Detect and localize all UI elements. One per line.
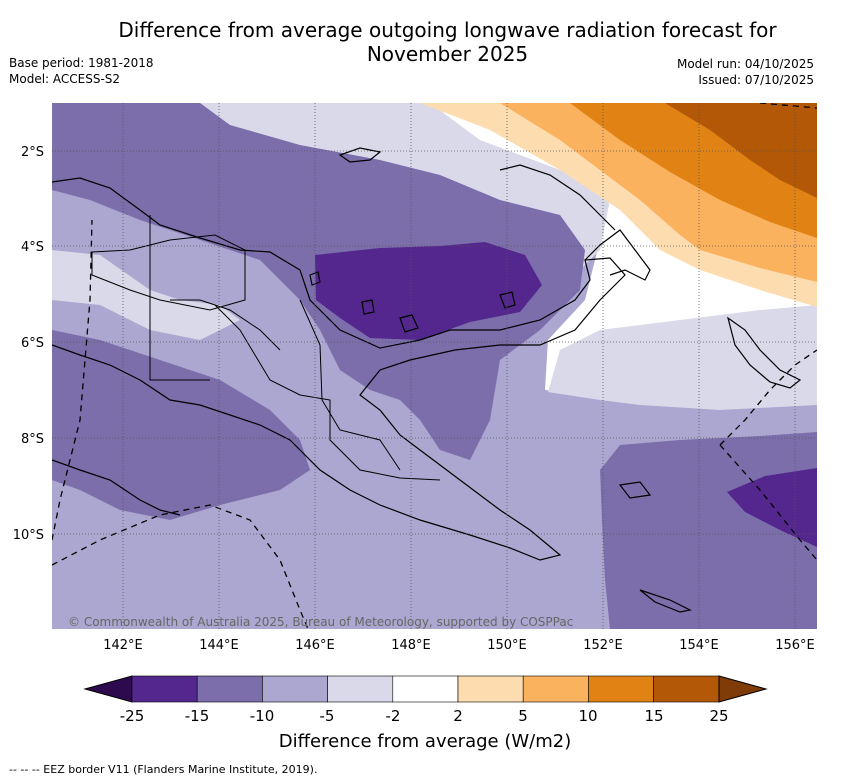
colorbar-swatch (457, 675, 524, 703)
copyright-notice: © Commonwealth of Australia 2025, Bureau… (68, 615, 573, 629)
colorbar-label: 25 (709, 707, 728, 725)
model-run: Model run: 04/10/2025 (676, 57, 814, 71)
south-coast (52, 459, 181, 516)
eez-west (52, 219, 93, 541)
meta-left: Base period: 1981-2018 Model: ACCESS-S2 (9, 55, 154, 87)
eez-footnote: -- -- -- EEZ border V11 (Flanders Marine… (9, 763, 318, 776)
colorbar-label: 5 (518, 707, 528, 725)
province-line-3 (299, 299, 401, 471)
colorbar-swatch (588, 675, 654, 703)
lon-label: 150°E (487, 638, 527, 653)
issued-date: Issued: 07/10/2025 (698, 73, 814, 87)
graticule (52, 103, 817, 629)
map-panel: © Commonwealth of Australia 2025, Bureau… (52, 103, 817, 629)
colorbar-swatch (392, 675, 459, 703)
colorbar-extend-low (83, 675, 133, 703)
coastlines (52, 147, 802, 613)
colorbar-label: -2 (386, 707, 401, 725)
new-ireland-coast (499, 164, 616, 231)
west-border (149, 215, 210, 381)
trobriand-island (618, 481, 652, 499)
lat-label: 4°S (21, 240, 44, 255)
meta-right: Model run: 04/10/2025 Issued: 07/10/2025 (677, 56, 814, 88)
base-period: Base period: 1981-2018 (9, 56, 154, 70)
colorbar-label: -15 (185, 707, 210, 725)
lat-labels: 2°S 4°S 6°S 8°S 10°S (13, 145, 44, 543)
field-dark-purple-southeast (727, 468, 817, 547)
bougainville-coast (727, 316, 802, 389)
colorbar-swatch (653, 675, 720, 703)
colorbar-swatch (327, 675, 394, 703)
eez-east (719, 349, 817, 446)
lon-label: 142°E (103, 638, 143, 653)
offshore-island-1 (309, 271, 321, 286)
lat-label: 2°S (21, 145, 44, 160)
colorbar-extend-high (718, 675, 768, 703)
lon-label: 144°E (199, 638, 239, 653)
field-dark-orange (665, 103, 817, 198)
colorbar-label: 2 (453, 707, 463, 725)
map-title: Difference from average outgoing longwav… (118, 18, 777, 66)
colorbar: -25 -15 -10 -5 -2 2 5 10 15 25 Differenc… (83, 675, 768, 752)
lon-label: 146°E (295, 638, 335, 653)
offshore-island-3 (499, 291, 516, 309)
lat-label: 6°S (21, 336, 44, 351)
eez-borders (52, 103, 817, 629)
lon-label: 156°E (775, 638, 815, 653)
eez-southwest (52, 504, 309, 629)
eez-southeast (719, 444, 817, 561)
colorbar-label: 10 (578, 707, 597, 725)
field-dark-purple-center (315, 242, 542, 340)
new-guinea-coast (52, 177, 626, 561)
offshore-island-4 (361, 299, 375, 315)
model-name: Model: ACCESS-S2 (9, 72, 121, 86)
lon-label: 148°E (391, 638, 431, 653)
colorbar-swatch (522, 675, 589, 703)
colorbar-label: -5 (320, 707, 335, 725)
louisiade-archipelago (639, 589, 692, 613)
colorbar-label: -10 (250, 707, 275, 725)
colorbar-label: 15 (644, 707, 663, 725)
colorbar-label: -25 (120, 707, 145, 725)
province-line-4 (170, 299, 281, 351)
admiralty-islands (338, 147, 382, 163)
lon-labels: 142°E 144°E 146°E 148°E 150°E 152°E 154°… (103, 638, 815, 653)
colorbar-swatch (196, 675, 263, 703)
colorbar-swatch (262, 675, 328, 703)
colorbar-swatch (131, 675, 198, 703)
offshore-island-2 (399, 314, 419, 333)
field-light-lavender-east (548, 305, 817, 410)
lat-label: 8°S (21, 432, 44, 447)
eez-north (759, 103, 817, 109)
new-britain-coast (584, 229, 651, 281)
province-boundaries (91, 215, 441, 481)
field-medium-purple-southwest (52, 330, 310, 520)
colorbar-title: Difference from average (W/m2) (279, 731, 571, 752)
lat-label: 10°S (13, 528, 44, 543)
province-line-1 (91, 234, 246, 311)
lon-label: 152°E (583, 638, 623, 653)
lon-label: 154°E (679, 638, 719, 653)
